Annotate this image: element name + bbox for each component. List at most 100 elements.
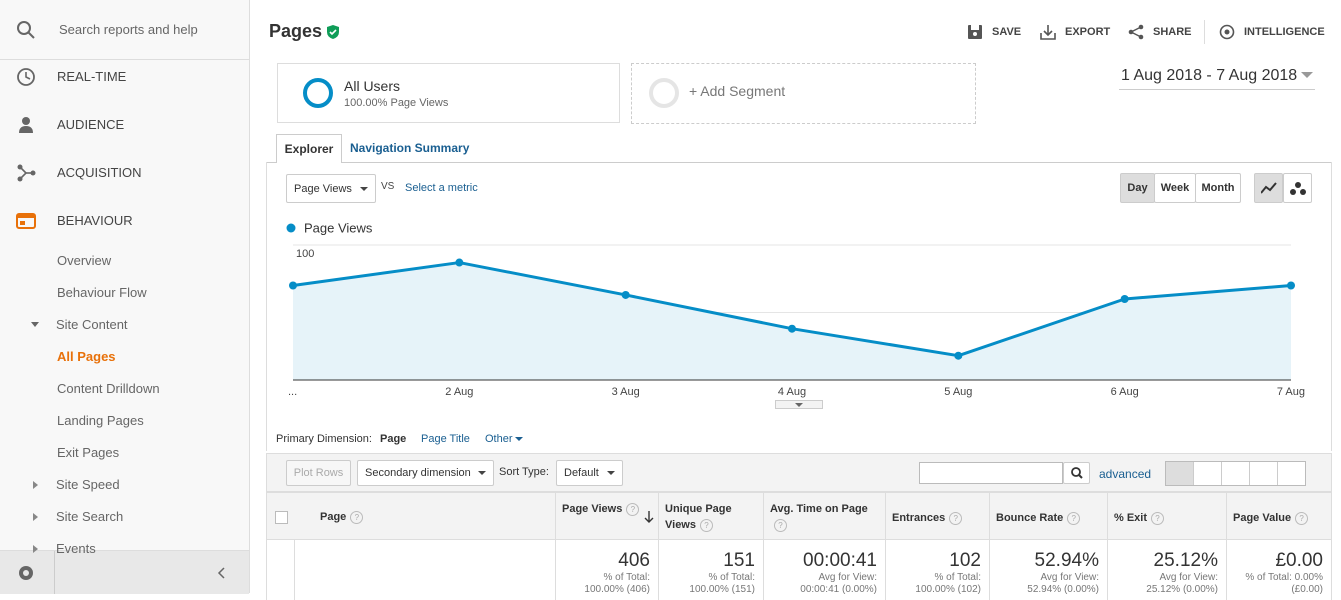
column-header[interactable]: Entrances? bbox=[886, 492, 990, 540]
icon bbox=[1070, 467, 1083, 479]
table-search[interactable] bbox=[919, 462, 1063, 484]
column-header[interactable]: Page Views? bbox=[556, 492, 659, 540]
nav-item[interactable]: AUDIENCE bbox=[57, 117, 125, 132]
legend-marker bbox=[286, 223, 296, 233]
sort-label: Sort Type: bbox=[499, 466, 549, 478]
date-range[interactable]: 1 Aug 2018 - 7 Aug 2018 bbox=[1121, 67, 1298, 84]
total-detail: 52.94% (0.00%) bbox=[1027, 584, 1099, 595]
total-cell: 151% of Total: 100.00% (151) bbox=[659, 540, 764, 600]
segment-detail: 100.00% Page Views bbox=[344, 97, 449, 109]
total-cell: £0.00% of Total: 0.00% (£0.00) bbox=[1227, 540, 1332, 600]
advanced-link[interactable]: advanced bbox=[1099, 467, 1152, 481]
total-detail: 100.00% (151) bbox=[689, 584, 755, 595]
select-all-cell bbox=[266, 492, 295, 540]
nav-icon bbox=[19, 117, 33, 133]
plot-rows[interactable]: Plot Rows bbox=[286, 460, 351, 486]
total-detail: 25.12% (0.00%) bbox=[1146, 584, 1218, 595]
nav-sub-item[interactable]: Exit Pages bbox=[57, 445, 120, 460]
column-header[interactable]: Unique Page Views? bbox=[659, 492, 764, 540]
help-icon: ? bbox=[350, 511, 364, 524]
divider bbox=[54, 551, 55, 594]
column-header[interactable]: Page Value? bbox=[1227, 492, 1332, 540]
y-tick-label: 100 bbox=[296, 248, 314, 260]
expand-arrow[interactable] bbox=[31, 545, 39, 553]
action-icon bbox=[1128, 24, 1144, 40]
search-button[interactable] bbox=[1063, 462, 1090, 484]
header-label: % Exit bbox=[1114, 512, 1148, 524]
dimension-option[interactable]: Other bbox=[485, 433, 513, 445]
nav-item[interactable]: ACQUISITION bbox=[57, 165, 142, 180]
period-button[interactable]: Week bbox=[1154, 173, 1196, 203]
dimension-option[interactable]: Page Title bbox=[421, 433, 470, 445]
collapse-icon[interactable] bbox=[216, 567, 228, 579]
action-button[interactable]: SAVE bbox=[992, 26, 1022, 38]
add-segment[interactable]: + Add Segment bbox=[631, 63, 976, 124]
expand-arrow[interactable] bbox=[31, 481, 39, 489]
nav-sub-item[interactable]: Behaviour Flow bbox=[57, 285, 147, 300]
legend-label: Page Views bbox=[304, 221, 373, 236]
nav-sub-item[interactable]: All Pages bbox=[57, 349, 116, 364]
point bbox=[455, 258, 464, 267]
period-button[interactable]: Day bbox=[1120, 173, 1155, 203]
motion-chart-toggle[interactable] bbox=[1283, 173, 1312, 203]
period-button[interactable]: Month bbox=[1195, 173, 1241, 203]
action-button[interactable]: INTELLIGENCE bbox=[1244, 26, 1325, 38]
search-input[interactable]: Search reports and help bbox=[59, 22, 198, 37]
column-header[interactable]: Bounce Rate? bbox=[990, 492, 1108, 540]
point bbox=[954, 351, 963, 360]
divider bbox=[0, 59, 249, 60]
total-note: Avg for View: bbox=[818, 572, 877, 583]
tab[interactable]: Explorer bbox=[276, 134, 342, 163]
total-value: 102 bbox=[949, 550, 981, 571]
point bbox=[788, 324, 796, 333]
header-label: Avg. Time on Page bbox=[770, 503, 868, 515]
nav-sub-item[interactable]: Site Content bbox=[56, 317, 128, 332]
divider bbox=[1204, 20, 1205, 44]
total-value: 25.12% bbox=[1153, 550, 1218, 571]
nav-sub-item[interactable]: Site Search bbox=[56, 509, 124, 524]
checkbox[interactable] bbox=[275, 511, 288, 524]
nav-icon bbox=[17, 164, 36, 182]
total-note: Avg for View: bbox=[1040, 572, 1099, 583]
total-cell bbox=[266, 540, 295, 600]
nav-sub-item[interactable]: Landing Pages bbox=[57, 413, 144, 428]
x-tick-label: 7 Aug bbox=[1277, 386, 1305, 398]
total-cell: 25.12% Avg for View: 25.12% (0.00%) bbox=[1108, 540, 1227, 600]
nav-sub-item[interactable]: Content Drilldown bbox=[57, 381, 160, 396]
point bbox=[621, 290, 630, 299]
dimension-option[interactable]: Page bbox=[380, 433, 407, 445]
nav-item[interactable]: REAL-TIME bbox=[57, 69, 127, 84]
header-label: Page Views bbox=[562, 503, 623, 515]
nav-item[interactable]: BEHAVIOUR bbox=[57, 213, 133, 228]
point bbox=[1287, 281, 1295, 290]
select-metric[interactable]: Select a metric bbox=[405, 182, 478, 194]
action-button[interactable]: EXPORT bbox=[1065, 26, 1111, 38]
action-button[interactable]: SHARE bbox=[1153, 26, 1192, 38]
expand-arrow[interactable] bbox=[31, 321, 39, 329]
column-header[interactable]: Avg. Time on Page? bbox=[764, 492, 886, 540]
comparison-view[interactable] bbox=[1250, 462, 1278, 485]
settings-icon[interactable] bbox=[16, 563, 36, 583]
total-value: 406 bbox=[618, 550, 650, 571]
column-header[interactable]: Page? bbox=[294, 492, 556, 540]
chart-handle[interactable] bbox=[775, 400, 823, 409]
tab-line bbox=[266, 162, 1332, 163]
metric-dropdown[interactable]: Page Views bbox=[286, 174, 376, 203]
line-chart-toggle[interactable] bbox=[1254, 173, 1283, 203]
column-header[interactable]: % Exit? bbox=[1108, 492, 1227, 540]
sort-dropdown[interactable]: Default bbox=[556, 460, 623, 486]
secondary-dimension[interactable]: Secondary dimension bbox=[357, 460, 494, 486]
total-value: £0.00 bbox=[1275, 550, 1323, 571]
pie-view[interactable] bbox=[1194, 462, 1222, 485]
pivot-view[interactable] bbox=[1278, 462, 1305, 485]
performance-view[interactable] bbox=[1222, 462, 1250, 485]
segment-card[interactable]: All Users 100.00% Page Views bbox=[277, 63, 620, 123]
segment-ring bbox=[303, 78, 333, 108]
table-view[interactable] bbox=[1166, 462, 1194, 485]
nav-sub-item[interactable]: Site Speed bbox=[56, 477, 120, 492]
nav-sub-item[interactable]: Overview bbox=[57, 253, 112, 268]
tab[interactable]: Navigation Summary bbox=[350, 141, 470, 155]
nav-sub-item[interactable]: Events bbox=[56, 541, 96, 556]
expand-arrow[interactable] bbox=[31, 513, 39, 521]
